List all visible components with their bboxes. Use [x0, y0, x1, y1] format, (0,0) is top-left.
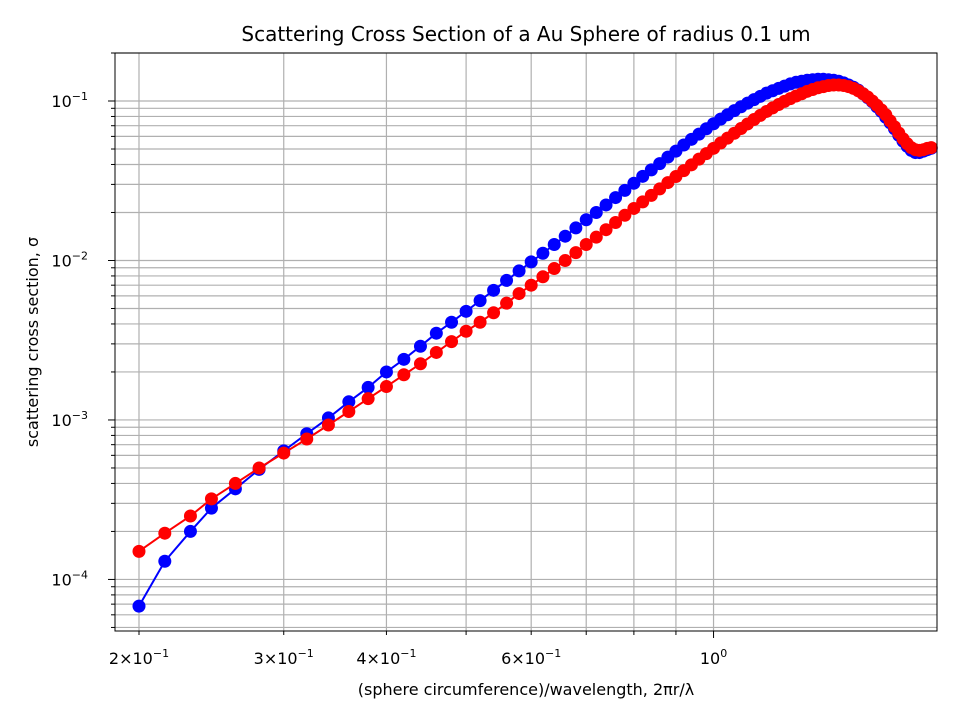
data-point [413, 357, 427, 371]
data-point [512, 264, 526, 278]
data-point [342, 395, 356, 409]
data-point [379, 365, 393, 379]
data-point [300, 432, 314, 446]
data-point [609, 191, 623, 205]
data-point [599, 223, 613, 237]
data-point [924, 141, 938, 155]
data-point [618, 208, 632, 222]
plot-frame [114, 52, 938, 632]
data-point [589, 205, 603, 219]
data-point [589, 230, 603, 244]
data-point [459, 324, 473, 338]
data-point [429, 345, 443, 359]
data-point [183, 524, 197, 538]
data-point [500, 273, 514, 287]
data-point [547, 262, 561, 276]
data-point [487, 306, 501, 320]
data-point [599, 198, 613, 212]
data-point [487, 283, 501, 297]
data-point [512, 287, 526, 301]
data-point [132, 599, 146, 613]
axis-ticks: 2×10−1 3×10−1 4×10−1 6×10−1 100 10−4 10−3 10−2 1… [51, 52, 727, 668]
y-tick-label: 10−3 [51, 409, 88, 430]
chart-title: Scattering Cross Section of a Au Sphere … [241, 22, 810, 46]
data-series [132, 72, 938, 613]
data-point [158, 554, 172, 568]
data-point [445, 335, 459, 349]
series-red [132, 78, 938, 558]
data-point [183, 509, 197, 523]
data-point [579, 213, 593, 227]
data-point [524, 255, 538, 269]
data-point [204, 501, 218, 515]
data-point [204, 492, 218, 506]
x-axis-label: (sphere circumference)/wavelength, 2πr/λ [358, 680, 694, 699]
data-point [132, 544, 146, 558]
data-point [429, 326, 443, 340]
data-point [536, 270, 550, 284]
data-point [413, 339, 427, 353]
data-point [397, 352, 411, 366]
data-point [524, 278, 538, 292]
data-point [627, 176, 641, 190]
data-point [558, 253, 572, 267]
data-point [158, 526, 172, 540]
data-point [569, 246, 583, 260]
data-point [379, 380, 393, 394]
y-tick-label: 10−1 [51, 90, 88, 111]
data-point [277, 446, 291, 460]
data-point [500, 296, 514, 310]
x-tick-label: 4×10−1 [356, 647, 416, 668]
data-point [397, 368, 411, 382]
data-point [473, 294, 487, 308]
data-point [228, 476, 242, 490]
data-point [473, 315, 487, 329]
data-point [361, 380, 375, 394]
data-point [321, 418, 335, 432]
data-point [579, 237, 593, 251]
x-tick-label: 2×10−1 [109, 647, 169, 668]
y-axis-label: scattering cross section, σ [23, 237, 42, 447]
data-point [569, 221, 583, 235]
data-point [609, 216, 623, 230]
data-point [342, 405, 356, 418]
data-point [536, 246, 550, 260]
y-tick-label: 10−2 [51, 249, 88, 270]
data-point [459, 304, 473, 318]
x-tick-label: 6×10−1 [501, 647, 561, 668]
data-point [252, 461, 266, 475]
data-point [547, 237, 561, 251]
x-tick-label: 100 [700, 647, 727, 668]
data-point [558, 229, 572, 243]
x-tick-label: 3×10−1 [254, 647, 314, 668]
y-tick-label: 10−4 [51, 568, 88, 589]
data-point [361, 392, 375, 406]
data-point [618, 183, 632, 197]
data-point [445, 315, 459, 329]
